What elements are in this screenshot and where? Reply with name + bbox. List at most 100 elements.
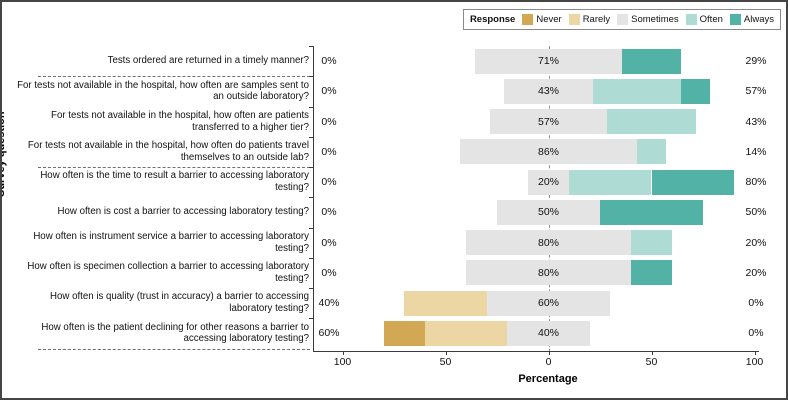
- y-axis-tick: [309, 76, 313, 78]
- left-value-label: 0%: [321, 176, 337, 189]
- bar-segment-always: [681, 78, 711, 104]
- bar-segment-sometimes: [497, 199, 600, 225]
- question-label: For tests not available in the hospital,…: [51, 109, 309, 133]
- bar-segment-rarely: [404, 290, 487, 316]
- bar-segment-always: [651, 169, 734, 195]
- right-value-label: 43%: [745, 115, 767, 128]
- question-label: How often is the patient declining for o…: [41, 321, 309, 345]
- legend-swatch-often: [685, 14, 697, 25]
- x-tick-label: 100: [745, 356, 764, 368]
- question-label: For tests not available in the hospital,…: [27, 140, 309, 163]
- bar-segment-sometimes: [486, 290, 611, 316]
- y-axis-tick: [309, 197, 313, 199]
- left-value-label: 0%: [321, 115, 337, 128]
- x-axis-tick: [548, 351, 550, 355]
- legend-label-sometimes: Sometimes: [631, 14, 679, 25]
- legend-item-sometimes: Sometimes: [617, 14, 679, 25]
- bar-segment-sometimes: [504, 78, 593, 104]
- question-label: How often is instrument service a barrie…: [33, 230, 309, 254]
- y-axis-tick: [309, 227, 313, 229]
- bar-segment-sometimes: [459, 139, 638, 165]
- center-value-label: 50%: [537, 206, 559, 219]
- right-value-label: 57%: [745, 85, 767, 98]
- question-label: How often is specimen collection a barri…: [27, 261, 309, 284]
- right-value-label: 0%: [748, 297, 764, 310]
- bar-segment-often: [592, 78, 682, 104]
- x-axis-tick: [445, 351, 447, 355]
- y-axis-tick: [309, 106, 313, 108]
- bar-segment-rarely: [424, 320, 508, 346]
- center-value-label: 80%: [537, 236, 559, 249]
- legend-label-often: Often: [699, 14, 723, 25]
- center-value-label: 40%: [537, 327, 559, 340]
- legend-item-always: Always: [729, 14, 774, 25]
- question-label: How often is cost a barrier to accessing…: [57, 206, 309, 218]
- center-value-label: 57%: [537, 115, 559, 128]
- right-value-label: 20%: [745, 236, 767, 249]
- bar-segment-often: [607, 109, 696, 135]
- bar-segment-always: [621, 48, 682, 74]
- legend-item-never: Never: [522, 14, 562, 25]
- group-separator: [38, 167, 310, 168]
- question-label: How often is quality (trust in accuracy)…: [50, 291, 309, 315]
- y-axis-line: [313, 46, 314, 351]
- center-value-label: 80%: [537, 266, 559, 279]
- bar-segment-often: [637, 139, 666, 165]
- left-value-label: 0%: [321, 55, 337, 68]
- left-value-label: 0%: [321, 206, 337, 219]
- y-axis-tick: [309, 318, 313, 320]
- x-axis-line: [313, 351, 759, 352]
- question-label: Tests ordered are returned in a timely m…: [107, 55, 309, 67]
- y-axis-tick: [309, 167, 313, 168]
- zero-reference-line: [548, 46, 550, 352]
- right-value-label: 14%: [745, 145, 767, 158]
- bar-segment-always: [600, 199, 703, 225]
- legend: Response Never Rarely Sometimes Often Always: [462, 9, 781, 30]
- bar-segment-always: [630, 260, 673, 286]
- y-axis-tick: [309, 257, 313, 259]
- x-tick-label: 50: [645, 356, 658, 368]
- bar-segment-sometimes: [507, 320, 590, 346]
- y-axis-tick: [309, 136, 313, 138]
- right-value-label: 0%: [748, 327, 764, 340]
- bar-segment-sometimes: [527, 169, 570, 195]
- bar-segment-sometimes: [475, 48, 622, 74]
- legend-swatch-sometimes: [617, 14, 629, 25]
- x-tick-label: 100: [333, 356, 352, 368]
- center-value-label: 86%: [537, 145, 559, 158]
- x-tick-label: 50: [439, 356, 452, 368]
- x-axis-tick: [754, 351, 756, 355]
- question-label: For tests not available in the hospital,…: [17, 79, 309, 103]
- left-value-label: 40%: [318, 297, 340, 310]
- legend-swatch-always: [729, 14, 741, 25]
- center-value-label: 71%: [537, 55, 559, 68]
- x-axis-tick: [651, 351, 653, 355]
- legend-item-often: Often: [685, 14, 723, 25]
- legend-label-never: Never: [536, 14, 562, 25]
- right-value-label: 20%: [745, 266, 767, 279]
- left-value-label: 0%: [321, 266, 337, 279]
- legend-label-always: Always: [743, 14, 774, 25]
- x-tick-label: 0: [545, 356, 552, 368]
- y-axis-tick: [309, 46, 313, 47]
- right-value-label: 29%: [745, 55, 767, 68]
- legend-title: Response: [469, 14, 516, 25]
- bar-segment-sometimes: [489, 109, 608, 135]
- left-value-label: 0%: [321, 236, 337, 249]
- center-value-label: 60%: [537, 297, 559, 310]
- left-value-label: 60%: [318, 327, 340, 340]
- right-value-label: 50%: [745, 206, 767, 219]
- right-value-label: 80%: [745, 176, 767, 189]
- bar-segment-sometimes: [466, 230, 631, 256]
- bar-segment-never: [383, 320, 425, 346]
- y-axis-title: Survey question: [0, 111, 7, 197]
- group-separator: [38, 348, 310, 350]
- y-axis-tick: [309, 288, 313, 289]
- bar-segment-sometimes: [466, 260, 631, 286]
- legend-swatch-never: [522, 14, 534, 25]
- bar-segment-often: [569, 169, 652, 195]
- left-value-label: 0%: [321, 85, 337, 98]
- x-axis-tick: [342, 351, 344, 355]
- group-separator: [38, 76, 310, 78]
